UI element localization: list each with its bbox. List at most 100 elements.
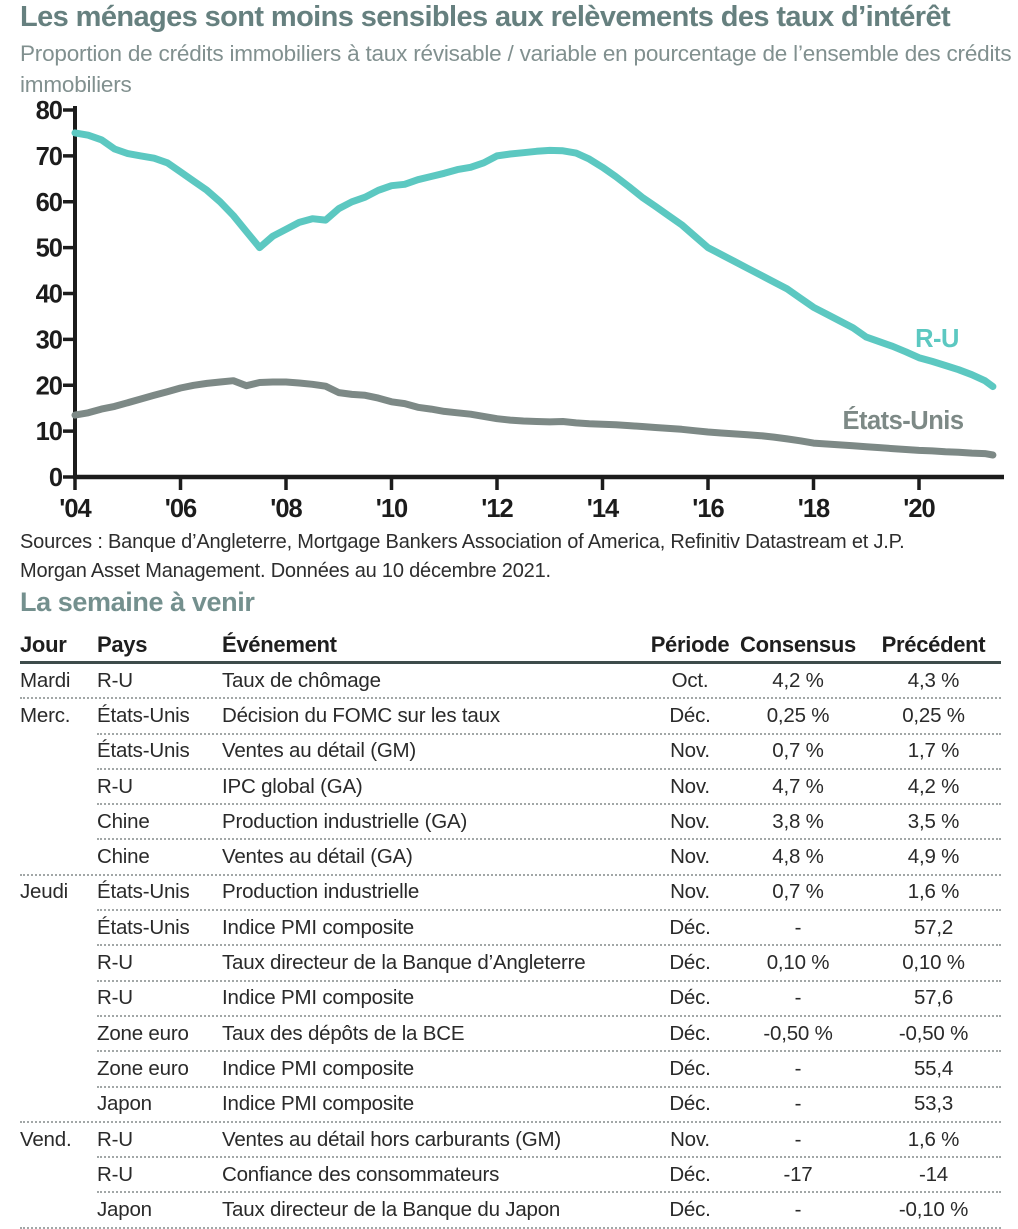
y-tick-label: 0	[49, 464, 63, 492]
cell-precedent: 1,7 %	[907, 739, 960, 763]
cell-evenement: Ventes au détail hors carburants (GM)	[222, 1127, 561, 1151]
row-separator	[97, 1156, 1001, 1159]
table-row: États-Unis Indice PMI composite Déc. - 57,2	[20, 911, 1001, 944]
cell-jour: Jeudi	[20, 880, 69, 904]
cell-evenement: Décision du FOMC sur les taux	[222, 703, 500, 727]
cell-pays: Chine	[97, 845, 150, 869]
x-tick-label: '12	[481, 495, 513, 523]
y-tick-label: 30	[36, 326, 63, 354]
cell-consensus: -	[794, 1092, 802, 1116]
group-separator	[20, 873, 1001, 876]
row-separator	[97, 803, 1001, 806]
cell-consensus: 0,7 %	[772, 880, 824, 904]
cell-evenement: IPC global (GA)	[222, 774, 363, 798]
row-separator	[97, 979, 1001, 982]
page-title: Les ménages sont moins sensibles aux rel…	[20, 1, 951, 33]
y-tick-label: 10	[36, 418, 63, 446]
x-tick-label: '16	[692, 495, 724, 523]
table-row: Chine Ventes au détail (GA) Nov. 4,8 % 4,9 %	[20, 840, 1001, 873]
cell-precedent: 3,5 %	[907, 809, 960, 833]
table-header-row: Jour Pays Événement Période Consensus Pr…	[20, 627, 1001, 664]
y-tick-label: 50	[36, 235, 63, 263]
x-tick-label: '06	[165, 495, 197, 523]
cell-pays: Zone euro	[97, 1021, 189, 1045]
cell-pays: États-Unis	[97, 739, 190, 763]
cell-pays: Zone euro	[97, 1056, 189, 1080]
cell-pays: R-U	[97, 774, 133, 798]
cell-consensus: -	[794, 1198, 802, 1222]
series-line-1	[71, 377, 997, 459]
x-tick-label: '14	[587, 495, 620, 523]
cell-pays: R-U	[97, 986, 133, 1010]
row-separator	[97, 767, 1001, 770]
row-separator	[97, 838, 1001, 841]
cell-periode: Déc.	[669, 1092, 711, 1116]
cell-consensus: 4,7 %	[772, 774, 824, 798]
sources-line-1: Sources : Banque d’Angleterre, Mortgage …	[20, 531, 905, 553]
cell-periode: Déc.	[669, 951, 711, 975]
table-row: R-U Taux directeur de la Banque d’Anglete…	[20, 946, 1001, 979]
group-separator	[20, 697, 1001, 700]
cell-pays: R-U	[97, 951, 133, 975]
table-row: Merc. États-Unis Décision du FOMC sur les …	[20, 699, 1001, 732]
x-tick-label: '08	[270, 495, 302, 523]
cell-evenement: Ventes au détail (GA)	[222, 845, 413, 869]
table-row: R-U IPC global (GA) Nov. 4,7 % 4,2 %	[20, 770, 1001, 803]
table-row: Zone euro Taux des dépôts de la BCE Déc. -0…	[20, 1017, 1001, 1050]
cell-evenement: Indice PMI composite	[222, 986, 414, 1010]
series-line-0	[71, 129, 997, 391]
cell-periode: Déc.	[669, 915, 711, 939]
cell-evenement: Confiance des consommateurs	[222, 1162, 500, 1186]
cell-periode: Nov.	[670, 845, 710, 869]
cell-pays: R-U	[97, 1162, 133, 1186]
row-separator	[97, 1050, 1001, 1053]
cell-precedent: 1,6 %	[907, 1127, 960, 1151]
row-separator	[97, 1085, 1001, 1088]
group-separator	[20, 1120, 1001, 1123]
table-row: Zone euro Indice PMI composite Déc. - 55,4	[20, 1052, 1001, 1085]
table-row: R-U Indice PMI composite Déc. - 57,6	[20, 982, 1001, 1015]
column-header-consensus: Consensus	[740, 632, 856, 657]
cell-precedent: 57,2	[913, 915, 954, 939]
cell-jour: Mardi	[20, 668, 71, 692]
cell-pays: Japon	[97, 1092, 152, 1116]
cell-precedent: 4,9 %	[907, 845, 960, 869]
cell-precedent: 4,3 %	[907, 668, 960, 692]
cell-pays: Japon	[97, 1198, 152, 1222]
x-tick-label: '04	[59, 495, 92, 523]
y-tick-label: 60	[36, 189, 63, 217]
y-tick-label: 20	[36, 372, 63, 400]
cell-precedent: 55,4	[913, 1056, 954, 1080]
x-tick-label: '20	[903, 495, 935, 523]
cell-precedent: 57,6	[913, 986, 954, 1010]
cell-precedent: -0,50 %	[898, 1021, 969, 1045]
cell-periode: Déc.	[669, 986, 711, 1010]
cell-evenement: Production industrielle	[222, 880, 420, 904]
cell-evenement: Taux directeur de la Banque du Japon	[222, 1198, 561, 1222]
cell-periode: Déc.	[669, 1162, 711, 1186]
cell-consensus: -	[794, 1056, 802, 1080]
cell-evenement: Taux directeur de la Banque d’Angleterre	[222, 951, 586, 975]
cell-consensus: 4,8 %	[772, 845, 824, 869]
chart-sources: Sources : Banque d’Angleterre, Mortgage …	[20, 528, 1000, 585]
cell-evenement: Taux de chômage	[222, 668, 381, 692]
cell-evenement: Production industrielle (GA)	[222, 809, 468, 833]
cell-periode: Déc.	[669, 1021, 711, 1045]
cell-evenement: Ventes au détail (GM)	[222, 739, 417, 763]
x-tick-label: '10	[376, 495, 408, 523]
table-row: Vend. R-U Ventes au détail hors carburants…	[20, 1123, 1001, 1156]
cell-precedent: 0,10 %	[902, 951, 965, 975]
x-tick-label: '18	[798, 495, 830, 523]
sources-line-2: Morgan Asset Management. Données au 10 d…	[20, 559, 551, 582]
cell-precedent: 53,3	[913, 1092, 954, 1116]
column-header-pays: Pays	[97, 632, 148, 657]
cell-consensus: -0,50 %	[763, 1021, 833, 1045]
row-separator	[97, 909, 1001, 912]
cell-periode: Déc.	[669, 1056, 711, 1080]
cell-jour: Vend.	[20, 1127, 72, 1151]
cell-precedent: -14	[918, 1162, 949, 1186]
cell-pays: États-Unis	[97, 915, 190, 939]
cell-evenement: Taux des dépôts de la BCE	[222, 1021, 465, 1045]
cell-precedent: -0,10 %	[898, 1198, 969, 1222]
cell-evenement: Indice PMI composite	[222, 1092, 414, 1116]
